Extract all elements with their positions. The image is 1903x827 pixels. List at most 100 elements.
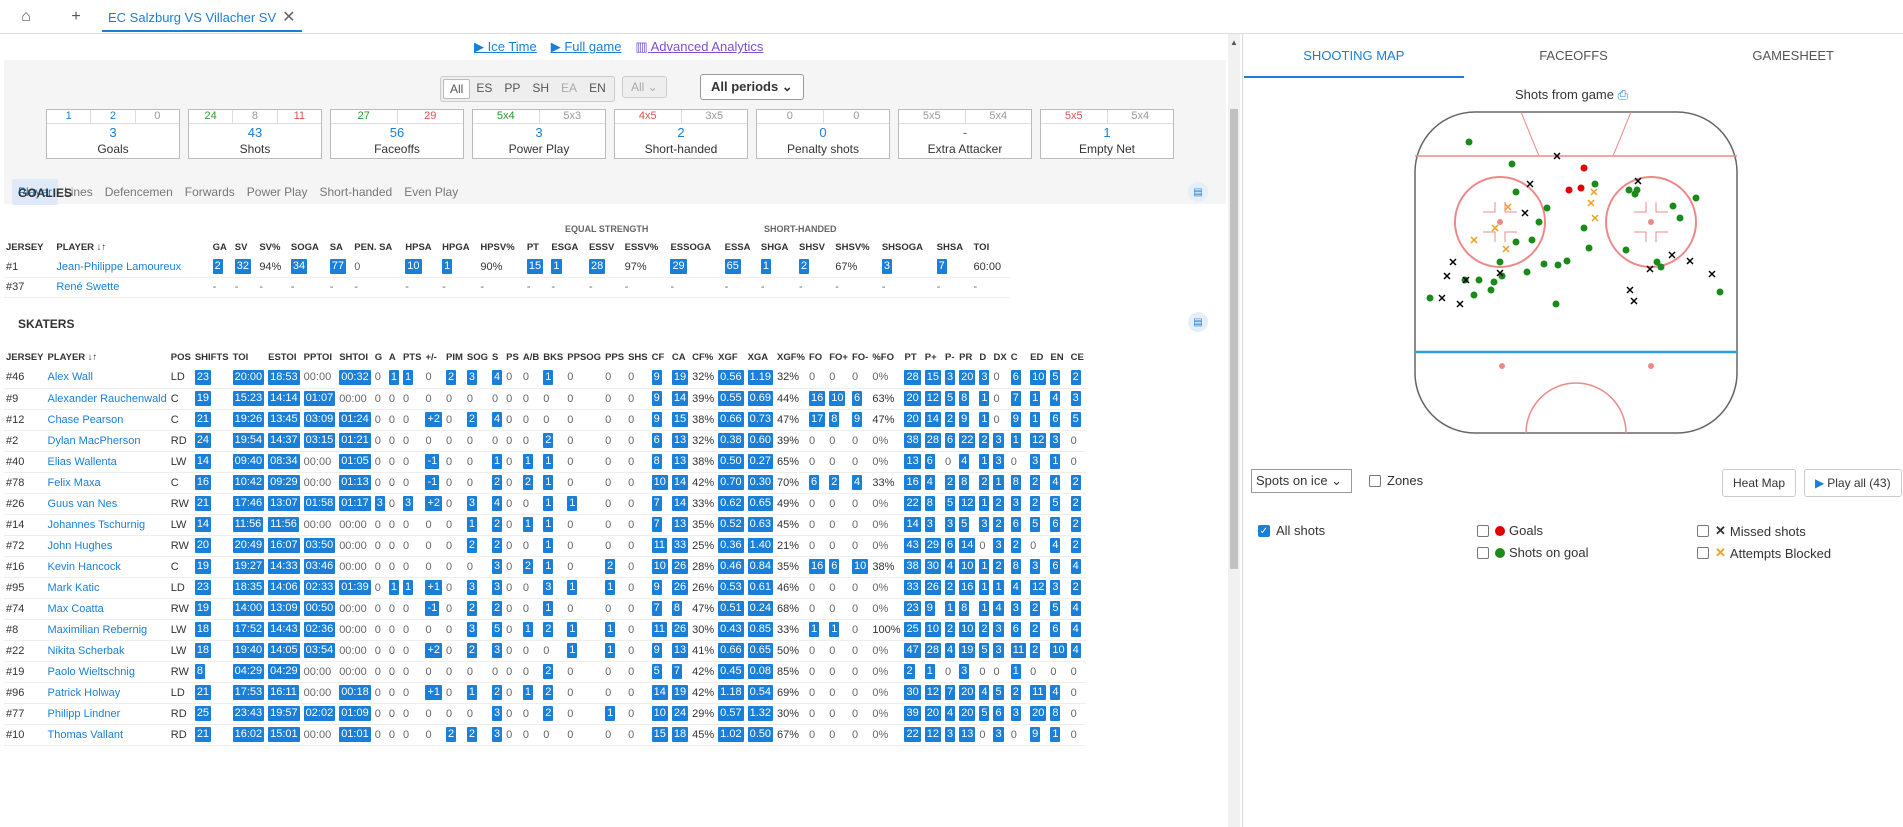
boxed-value[interactable]: 1 xyxy=(605,643,616,658)
boxed-value[interactable]: 1 xyxy=(522,622,533,637)
boxed-value[interactable]: 0.51 xyxy=(718,601,744,616)
column-header[interactable]: S xyxy=(492,351,499,363)
shot-sog-marker[interactable] xyxy=(1631,190,1639,198)
boxed-value[interactable]: 28 xyxy=(924,433,941,448)
boxed-value[interactable]: 5 xyxy=(959,517,970,532)
column-header[interactable]: FO xyxy=(808,351,823,363)
column-header[interactable]: P+ xyxy=(924,351,937,363)
shot-sog-marker[interactable] xyxy=(1465,138,1473,146)
boxed-value[interactable]: 03:09 xyxy=(303,412,336,427)
boxed-value[interactable]: 11:56 xyxy=(268,517,299,532)
boxed-value[interactable]: 10 xyxy=(851,559,869,574)
player-name-link[interactable]: Patrick Holway xyxy=(45,682,169,704)
boxed-value[interactable]: -1 xyxy=(425,454,440,469)
boxed-value[interactable]: 1 xyxy=(993,475,1004,490)
boxed-value[interactable]: 01:58 xyxy=(303,496,336,511)
boxed-value[interactable]: 1 xyxy=(543,601,554,616)
boxed-value[interactable]: 5 xyxy=(492,622,503,637)
boxed-value[interactable]: 28 xyxy=(924,643,941,658)
boxed-value[interactable]: 18 xyxy=(671,727,689,742)
boxed-value[interactable]: 03:46 xyxy=(303,559,336,574)
boxed-value[interactable]: 4 xyxy=(1050,475,1061,490)
column-header[interactable]: EN xyxy=(1050,351,1064,363)
column-header[interactable]: SHTOI xyxy=(339,351,369,363)
boxed-value[interactable]: 12 xyxy=(924,685,941,700)
boxed-value[interactable]: 1 xyxy=(567,643,578,658)
boxed-value[interactable]: 19 xyxy=(959,643,976,658)
boxed-value[interactable]: 10 xyxy=(1030,369,1047,385)
boxed-value[interactable]: 3 xyxy=(881,259,892,275)
player-name-link[interactable]: Elias Wallenta xyxy=(45,451,169,473)
print-icon[interactable]: ▤ xyxy=(1188,312,1208,332)
boxed-value[interactable]: 00:50 xyxy=(303,601,336,616)
boxed-value[interactable]: 33 xyxy=(671,538,689,553)
column-header[interactable]: PTS xyxy=(402,351,422,363)
boxed-value[interactable]: 18:53 xyxy=(268,369,300,385)
boxed-value[interactable]: 1 xyxy=(466,517,478,532)
shot-sog-marker[interactable] xyxy=(1461,276,1469,284)
boxed-value[interactable]: 19 xyxy=(194,601,212,616)
boxed-value[interactable]: 28 xyxy=(904,369,921,385)
boxed-value[interactable]: 00:32 xyxy=(339,369,371,385)
boxed-value[interactable]: 04:29 xyxy=(268,664,300,679)
boxed-value[interactable]: 6 xyxy=(808,475,820,490)
column-header[interactable]: CF xyxy=(651,351,665,363)
boxed-value[interactable]: 4 xyxy=(993,601,1004,616)
boxed-value[interactable]: 9 xyxy=(1010,412,1021,427)
column-header[interactable]: ESSOGA xyxy=(670,241,712,253)
boxed-value[interactable]: 3 xyxy=(543,580,554,595)
boxed-value[interactable]: 14:00 xyxy=(232,601,265,616)
boxed-value[interactable]: 2 xyxy=(944,475,956,490)
boxed-value[interactable]: 1 xyxy=(993,580,1004,595)
column-header[interactable]: SHSA xyxy=(936,241,964,253)
column-header[interactable]: XGF xyxy=(718,351,738,363)
boxed-value[interactable]: 4 xyxy=(944,706,956,721)
boxed-value[interactable]: 16 xyxy=(959,580,976,595)
boxed-value[interactable]: 2 xyxy=(466,643,478,658)
boxed-value[interactable]: 1 xyxy=(402,580,414,595)
player-name-link[interactable]: Paolo Wieltschnig xyxy=(45,661,169,683)
boxed-value[interactable]: 2 xyxy=(944,622,956,637)
boxed-value[interactable]: 6 xyxy=(1050,622,1061,637)
boxed-value[interactable]: 0.27 xyxy=(747,454,773,469)
boxed-value[interactable]: 0.55 xyxy=(718,391,744,406)
column-header[interactable]: SHGA xyxy=(760,241,789,253)
boxed-value[interactable]: 14:14 xyxy=(268,391,300,406)
boxed-value[interactable]: 2 xyxy=(543,433,554,448)
boxed-value[interactable]: 9 xyxy=(1030,727,1041,742)
boxed-value[interactable]: 01:13 xyxy=(339,475,371,490)
boxed-value[interactable]: 20 xyxy=(194,538,212,553)
shot-goal-marker[interactable] xyxy=(1577,184,1585,192)
boxed-value[interactable]: 1 xyxy=(492,454,503,469)
boxed-value[interactable]: 8 xyxy=(651,454,662,469)
boxed-value[interactable]: 1 xyxy=(567,580,578,595)
attempts-blocked-checkbox[interactable]: ✕ Attempts Blocked xyxy=(1697,545,1831,561)
boxed-value[interactable]: 20 xyxy=(959,685,976,700)
boxed-value[interactable]: 3 xyxy=(1030,454,1041,469)
boxed-value[interactable]: 1 xyxy=(1030,391,1041,406)
boxed-value[interactable]: 2 xyxy=(1030,622,1041,637)
boxed-value[interactable]: 14 xyxy=(671,391,689,406)
shot-sog-marker[interactable] xyxy=(1669,202,1677,210)
shot-sog-marker[interactable] xyxy=(1498,272,1506,280)
column-header[interactable]: PT xyxy=(526,241,539,253)
shot-miss-marker[interactable]: ✕ xyxy=(1442,271,1451,283)
boxed-value[interactable]: 39 xyxy=(904,706,921,721)
boxed-value[interactable]: 2 xyxy=(1070,496,1081,511)
boxed-value[interactable]: 1 xyxy=(466,685,478,700)
boxed-value[interactable]: 9 xyxy=(651,643,662,658)
boxed-value[interactable]: 26 xyxy=(671,559,689,574)
boxed-value[interactable]: 4 xyxy=(944,559,956,574)
column-header[interactable]: A/B xyxy=(522,351,540,363)
boxed-value[interactable]: 8 xyxy=(671,601,682,616)
subtab-forwards[interactable]: Forwards xyxy=(184,185,235,199)
boxed-value[interactable]: 01:07 xyxy=(303,391,336,406)
boxed-value[interactable]: 6 xyxy=(651,433,662,448)
boxed-value[interactable]: 01:01 xyxy=(339,727,371,742)
tab-gamesheet[interactable]: GAMESHEET xyxy=(1752,48,1834,63)
boxed-value[interactable]: 3 xyxy=(374,496,385,511)
boxed-value[interactable]: 10 xyxy=(651,559,668,574)
boxed-value[interactable]: 01:24 xyxy=(339,412,371,427)
boxed-value[interactable]: 0.56 xyxy=(718,369,744,385)
boxed-value[interactable]: 20:49 xyxy=(232,538,265,553)
